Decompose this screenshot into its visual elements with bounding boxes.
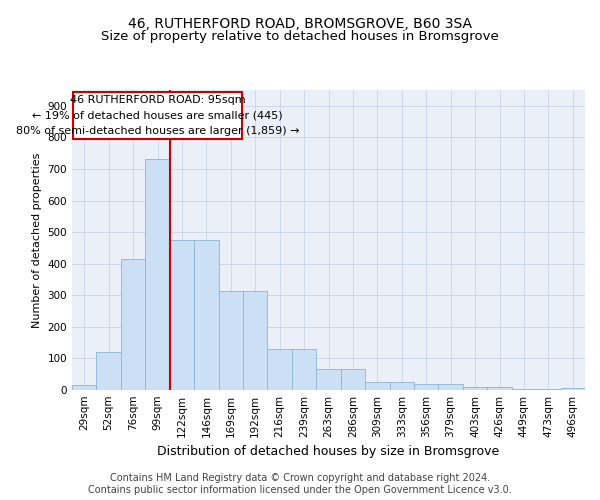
- Bar: [414, 384, 439, 390]
- Bar: [389, 382, 414, 390]
- Bar: [72, 384, 97, 390]
- Bar: [292, 349, 316, 390]
- Bar: [218, 290, 243, 390]
- Bar: [316, 369, 341, 390]
- Bar: [560, 388, 585, 390]
- Bar: [194, 240, 218, 390]
- Y-axis label: Number of detached properties: Number of detached properties: [32, 152, 42, 328]
- Bar: [121, 259, 145, 390]
- Bar: [97, 352, 121, 390]
- Text: 46 RUTHERFORD ROAD: 95sqm
← 19% of detached houses are smaller (445)
80% of semi: 46 RUTHERFORD ROAD: 95sqm ← 19% of detac…: [16, 94, 299, 136]
- Bar: [487, 388, 512, 390]
- Bar: [145, 160, 170, 390]
- Text: 46, RUTHERFORD ROAD, BROMSGROVE, B60 3SA: 46, RUTHERFORD ROAD, BROMSGROVE, B60 3SA: [128, 18, 472, 32]
- Bar: [463, 388, 487, 390]
- Text: Size of property relative to detached houses in Bromsgrove: Size of property relative to detached ho…: [101, 30, 499, 43]
- Bar: [170, 240, 194, 390]
- Text: Contains HM Land Registry data © Crown copyright and database right 2024.
Contai: Contains HM Land Registry data © Crown c…: [88, 474, 512, 495]
- Bar: [365, 382, 389, 390]
- X-axis label: Distribution of detached houses by size in Bromsgrove: Distribution of detached houses by size …: [157, 446, 500, 458]
- FancyBboxPatch shape: [73, 92, 242, 139]
- Bar: [341, 369, 365, 390]
- Bar: [243, 290, 268, 390]
- Bar: [268, 349, 292, 390]
- Bar: [439, 384, 463, 390]
